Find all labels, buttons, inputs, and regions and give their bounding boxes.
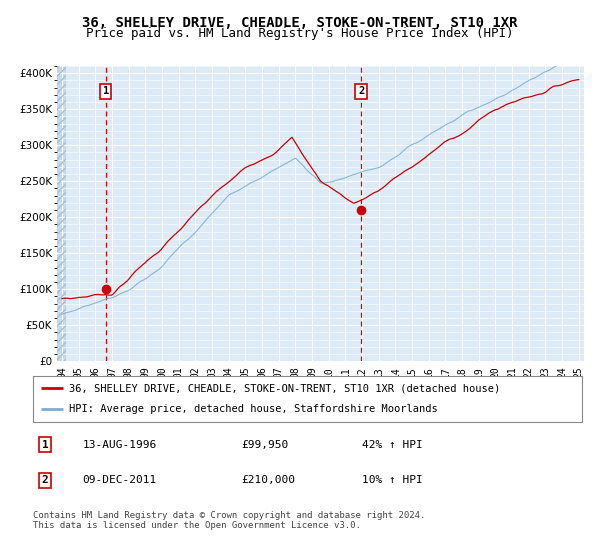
Text: 1: 1: [42, 440, 49, 450]
Text: 36, SHELLEY DRIVE, CHEADLE, STOKE-ON-TRENT, ST10 1XR: 36, SHELLEY DRIVE, CHEADLE, STOKE-ON-TRE…: [82, 16, 518, 30]
Text: Price paid vs. HM Land Registry's House Price Index (HPI): Price paid vs. HM Land Registry's House …: [86, 27, 514, 40]
Text: Contains HM Land Registry data © Crown copyright and database right 2024.
This d: Contains HM Land Registry data © Crown c…: [33, 511, 425, 530]
Text: 36, SHELLEY DRIVE, CHEADLE, STOKE-ON-TRENT, ST10 1XR (detached house): 36, SHELLEY DRIVE, CHEADLE, STOKE-ON-TRE…: [68, 383, 500, 393]
Text: 2: 2: [358, 86, 364, 96]
Bar: [57, 66, 66, 361]
Bar: [57, 66, 66, 361]
Text: HPI: Average price, detached house, Staffordshire Moorlands: HPI: Average price, detached house, Staf…: [68, 404, 437, 414]
Text: 2: 2: [42, 475, 49, 486]
Text: 1: 1: [103, 86, 109, 96]
Text: £99,950: £99,950: [242, 440, 289, 450]
Text: 13-AUG-1996: 13-AUG-1996: [82, 440, 157, 450]
Text: £210,000: £210,000: [242, 475, 296, 486]
Text: 09-DEC-2011: 09-DEC-2011: [82, 475, 157, 486]
Text: 42% ↑ HPI: 42% ↑ HPI: [362, 440, 423, 450]
Text: 10% ↑ HPI: 10% ↑ HPI: [362, 475, 423, 486]
